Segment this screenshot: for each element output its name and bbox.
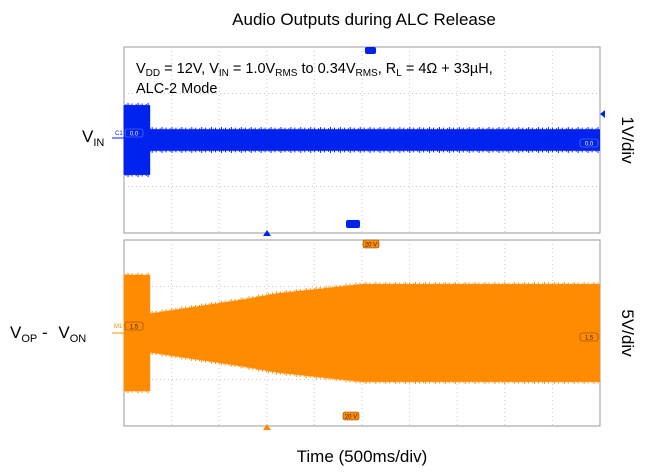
panel-vout-top-badge [362, 239, 380, 249]
panel-vout-label: VOP - VON [10, 323, 86, 345]
panel-vin-channel-tag: C1 [115, 131, 123, 137]
panel-vout-right-badge [579, 332, 599, 342]
panel-vout: 20 V 20 V M1 1.5 1.5 VOP - VON 5V/div [10, 239, 637, 430]
conditions-line-1: VDD = 12V, VIN = 1.0VRMS to 0.34VRMS, RL… [136, 61, 493, 79]
x-axis-label: Time (500ms/div) [297, 447, 428, 466]
panel-vin-right-badge [579, 138, 599, 148]
panel-vout-scale: 5V/div [618, 309, 637, 357]
panel-vin-level-marker: 0.0 [130, 132, 139, 138]
panel-vout-bottom-marker: 20 V [345, 415, 357, 421]
panel-vin-right-marker: 0.0 [585, 142, 594, 148]
panel-vin-right-trigger-marker [600, 110, 605, 118]
panel-vin-waveform [123, 102, 600, 178]
panel-vin-scale: 1V/div [618, 116, 637, 164]
panel-vout-trigger-position-marker [263, 424, 271, 430]
chart-title: Audio Outputs during ALC Release [232, 10, 496, 29]
panel-vout-channel-tag: M1 [114, 324, 123, 330]
panel-vout-bottom-badge [342, 411, 360, 421]
panel-vout-waveform [123, 272, 600, 394]
panel-vin-label: VIN [82, 127, 104, 149]
panel-vin-level-badge [124, 128, 144, 138]
panel-vout-level-badge [124, 321, 144, 331]
panel-vout-level-marker: 1.5 [130, 325, 139, 331]
panel-vin-bottom-marker [346, 220, 360, 228]
panel-vout-top-marker: 20 V [365, 243, 377, 249]
panel-vin: VDD = 12V, VIN = 1.0VRMS to 0.34VRMS, RL… [82, 46, 637, 236]
panel-vin-trigger-position-marker [263, 230, 271, 236]
conditions-line-2: ALC-2 Mode [136, 81, 217, 97]
panel-vout-right-marker: 1.5 [585, 336, 594, 342]
panel-vin-top-marker [365, 47, 376, 54]
